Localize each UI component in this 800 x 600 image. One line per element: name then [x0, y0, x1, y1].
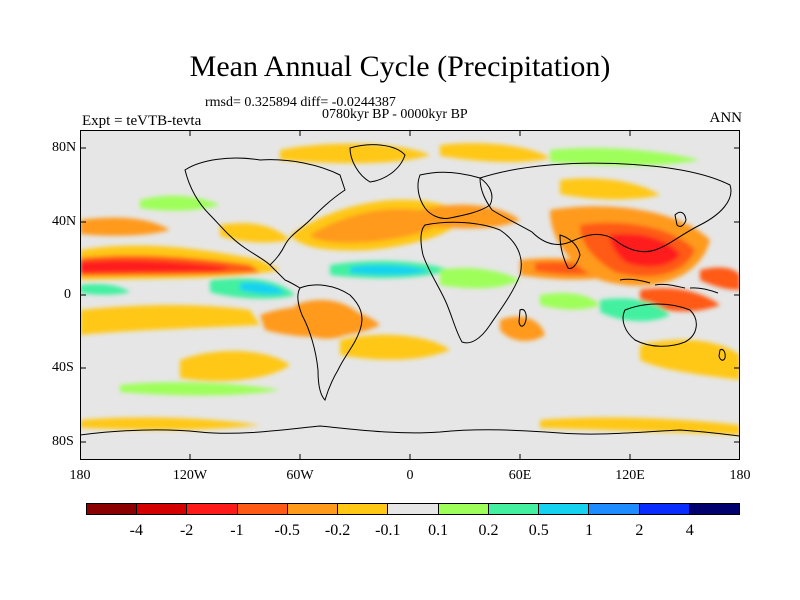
- africa-wet: [440, 268, 520, 289]
- africa-outline: [420, 221, 522, 344]
- south-indian-wet: [540, 293, 600, 310]
- australia-outline: [622, 303, 697, 347]
- figure-title: Mean Annual Cycle (Precipitation): [189, 50, 611, 83]
- colorbar-swatch: [338, 503, 389, 515]
- antarctic-dry: [80, 417, 260, 430]
- x-tick-0: 0: [406, 468, 414, 483]
- precipitation-anomaly-map: [80, 130, 740, 460]
- colorbar-swatch: [86, 503, 138, 515]
- pacific-dry-center: [80, 260, 230, 273]
- y-tick-40n: 40N: [52, 214, 77, 229]
- southern-ocean-wet: [120, 382, 280, 396]
- colorbar: [86, 503, 741, 515]
- madagascar-outline: [518, 309, 527, 327]
- asia-monsoon-dry-center: [610, 233, 680, 267]
- south-atlantic-dry: [340, 334, 450, 360]
- indonesia-outline: [619, 278, 719, 294]
- east-pacific-wet-2: [240, 282, 285, 295]
- colorbar-swatch: [639, 503, 690, 515]
- arctic-dry: [280, 143, 430, 164]
- colorbar-label: -0.2: [324, 522, 351, 539]
- period-label: 0780kyr BP - 0000kyr BP: [322, 107, 468, 122]
- colorbar-swatch: [137, 503, 188, 515]
- colorbar-label: -4: [129, 522, 143, 539]
- y-tick-40s: 40S: [52, 360, 74, 375]
- colorbar-label: -0.1: [375, 522, 401, 539]
- north-america-outline: [184, 157, 346, 266]
- new-zealand-outline: [718, 349, 726, 361]
- experiment-label: Expt = teVTB-tevta: [82, 113, 202, 129]
- south-america-dry: [295, 300, 365, 339]
- north-pacific-dry: [80, 217, 170, 236]
- north-pacific-wet: [140, 195, 220, 211]
- japan-outline: [674, 211, 687, 227]
- madagascar-dry: [500, 316, 545, 342]
- y-tick-80s: 80S: [52, 434, 74, 449]
- north-pacific-dry-2: [220, 223, 290, 243]
- east-pacific-dry: [700, 267, 740, 290]
- x-tick-180e: 180: [729, 468, 751, 483]
- north-atlantic-dry-core: [310, 208, 441, 243]
- south-pacific-dry: [80, 305, 260, 335]
- indonesia-dry: [640, 288, 720, 312]
- colorbar-swatch: [388, 503, 439, 515]
- colorbar-swatch: [689, 503, 741, 515]
- colorbar-swatch: [488, 503, 540, 515]
- atlantic-itcz-wet-core: [350, 264, 430, 276]
- east-pacific-wet-3: [80, 283, 130, 295]
- colorbar-label: 0.5: [528, 522, 549, 539]
- colorbar-swatch: [539, 503, 590, 515]
- rmsd-diff-stats: rmsd= 0.325894 diff= -0.0244387: [205, 95, 396, 110]
- antarctica-outline: [80, 425, 740, 437]
- x-tick-60w: 60W: [286, 468, 314, 483]
- colorbar-label: -1: [230, 522, 244, 539]
- east-asia-dry: [560, 178, 660, 200]
- map-ticks: [80, 130, 740, 460]
- colorbar-swatch: [187, 503, 238, 515]
- colorbar-label: 0.1: [428, 522, 449, 539]
- central-america-outline: [269, 264, 301, 289]
- siberia-wet: [550, 148, 700, 166]
- colorbar-label: 2: [635, 522, 644, 539]
- europe-outline: [417, 171, 493, 219]
- colorbar-label: 1: [585, 522, 594, 539]
- colorbar-label: -2: [179, 522, 194, 539]
- x-tick-120w: 120W: [172, 468, 208, 483]
- southern-ocean-dry: [640, 339, 740, 380]
- colorbar-label: 0.2: [478, 522, 499, 539]
- colorbar-swatch: [438, 503, 489, 515]
- colorbar-label: -0.5: [274, 522, 300, 539]
- south-america-outline: [297, 284, 363, 401]
- x-tick-180w: 180: [69, 468, 91, 483]
- asia-outline: [479, 162, 732, 253]
- x-tick-120e: 120E: [615, 468, 645, 483]
- south-pacific-dry-2: [180, 350, 290, 382]
- colorbar-label: 4: [685, 522, 694, 539]
- y-tick-0: 0: [64, 287, 71, 302]
- season-label: ANN: [709, 110, 743, 126]
- y-tick-80n: 80N: [52, 140, 77, 155]
- india-outline: [559, 234, 581, 269]
- arctic-dry-2: [440, 143, 550, 163]
- colorbar-swatch: [287, 503, 339, 515]
- colorbar-swatch: [589, 503, 640, 515]
- x-tick-60e: 60E: [508, 468, 532, 483]
- greenland-outline: [349, 144, 406, 183]
- coastlines: [80, 144, 740, 437]
- colorbar-swatch: [237, 503, 288, 515]
